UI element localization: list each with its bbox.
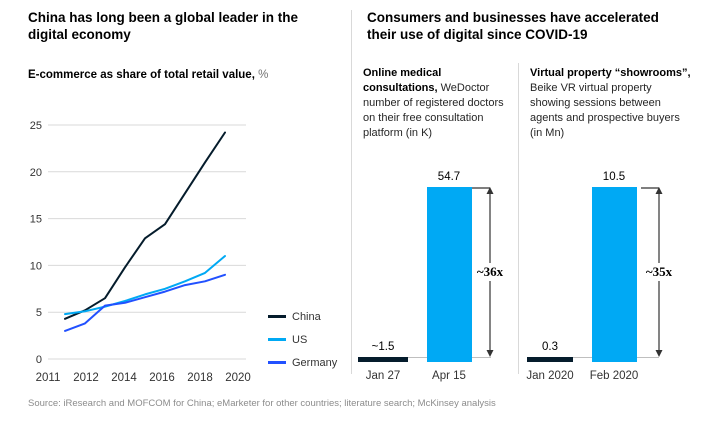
- left-chart-subtitle: E-commerce as share of total retail valu…: [28, 69, 348, 81]
- column-divider: [518, 63, 519, 374]
- x-tick-label: 2016: [149, 372, 175, 384]
- bar-chart-wedoctor: ~1.5 54.7 Jan 27 Apr 15 ~36x: [355, 168, 512, 388]
- bar-jan27: [358, 357, 408, 362]
- legend-item-germany: Germany: [268, 351, 337, 374]
- bar-value-jan2020: 0.3: [542, 341, 558, 353]
- y-tick-label: 20: [30, 167, 42, 179]
- legend-swatch: [268, 315, 286, 318]
- legend-swatch: [268, 361, 286, 364]
- subtitle-unit: %: [258, 69, 269, 81]
- series-line-germany: [64, 273, 226, 332]
- legend-label: China: [292, 310, 321, 323]
- x-tick-label: 2012: [73, 372, 99, 384]
- bar-label-feb2020: Feb 2020: [589, 370, 639, 382]
- bar-value-feb2020: 10.5: [602, 171, 626, 183]
- x-tick-label: 2020: [225, 372, 251, 384]
- y-tick-label: 0: [36, 354, 42, 366]
- multiplier-label: ~36x: [474, 263, 506, 281]
- right-panel-title: Consumers and businesses have accelerate…: [367, 10, 659, 42]
- line-chart-legend: China US Germany: [268, 305, 337, 374]
- chart1-heading-bold: Online medical consultations,: [363, 67, 442, 94]
- legend-item-china: China: [268, 305, 337, 328]
- y-tick-label: 15: [30, 214, 42, 226]
- legend-swatch: [268, 338, 286, 341]
- chart2-heading: Virtual property “showrooms”, Beike VR v…: [530, 66, 692, 141]
- series-line-china: [64, 131, 226, 320]
- line-chart: 0 5 10 15 20 25 2011 2012 2014 2016 2018 2020: [30, 120, 251, 384]
- multiplier-label: ~35x: [643, 263, 675, 281]
- chart2-heading-bold: Virtual property “showrooms”,: [530, 67, 691, 79]
- legend-label: Germany: [292, 356, 338, 369]
- series-line-us: [64, 255, 226, 316]
- source-note: Source: iResearch and MOFCOM for China; …: [28, 398, 496, 409]
- chart1-heading: Online medical consultations, WeDoctor n…: [363, 66, 515, 141]
- panel-divider: [351, 10, 352, 374]
- bar-chart-beike: 0.3 10.5 Jan 2020 Feb 2020 ~35x: [520, 168, 711, 388]
- chart2-heading-rest: Beike VR virtual property showing sessio…: [530, 82, 680, 139]
- legend-label: US: [292, 333, 308, 346]
- bar-jan2020: [527, 357, 573, 362]
- x-tick-label: 2018: [187, 372, 213, 384]
- y-tick-label: 10: [30, 260, 42, 272]
- chart1-heading-rest: WeDoctor number of registered doctors on…: [363, 82, 504, 139]
- y-tick-label: 25: [30, 120, 42, 132]
- bar-label-jan2020: Jan 2020: [526, 370, 574, 382]
- bar-apr15: [427, 187, 472, 362]
- bar-label-jan27: Jan 27: [365, 370, 401, 382]
- subtitle-text: E-commerce as share of total retail valu…: [28, 69, 255, 81]
- legend-item-us: US: [268, 328, 337, 351]
- y-tick-label: 5: [36, 307, 42, 319]
- bar-label-apr15: Apr 15: [432, 370, 466, 382]
- x-tick-label: 2014: [111, 372, 137, 384]
- baseline: [358, 357, 491, 358]
- bar-value-jan27: ~1.5: [371, 341, 395, 353]
- x-tick-label: 2011: [36, 372, 61, 384]
- left-panel-title: China has long been a global leader in t…: [28, 10, 299, 42]
- bar-feb2020: [592, 187, 637, 362]
- bar-value-apr15: 54.7: [437, 171, 461, 183]
